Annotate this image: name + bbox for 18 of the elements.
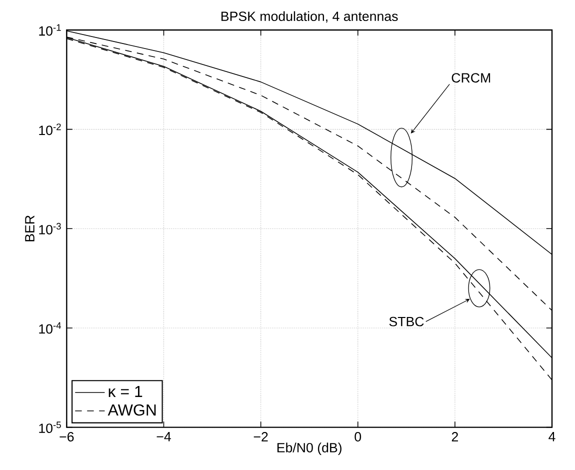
x-tick-label: 2 (452, 432, 458, 442)
x-tick-label: 4 (548, 432, 556, 442)
x-tick-label: −4 (156, 432, 171, 442)
legend-label: κ = 1 (108, 386, 142, 397)
annotation: CRCM (452, 73, 490, 83)
x-axis-title: Eb/N0 (dB) (277, 442, 342, 456)
x-tick-label: −2 (254, 432, 268, 442)
y-tick-label: 10$^{-2}$ (39, 124, 61, 136)
x-tick-label: 0 (354, 432, 362, 442)
y-tick-label: 10$^{-5}$ (39, 422, 61, 434)
x-tick-label: −6 (60, 432, 74, 442)
y-tick-label: 10$^{-4}$ (39, 322, 62, 334)
y-tick-label: 10$^{-1}$ (39, 24, 61, 36)
y-tick-label: 10$^{-3}$ (39, 222, 61, 234)
y-axis-title: BER (25, 216, 34, 242)
legend-label: AWGN (108, 404, 156, 416)
annotation: STBC (389, 316, 424, 326)
chart-title: BPSK modulation, 4 antennas (221, 11, 398, 23)
